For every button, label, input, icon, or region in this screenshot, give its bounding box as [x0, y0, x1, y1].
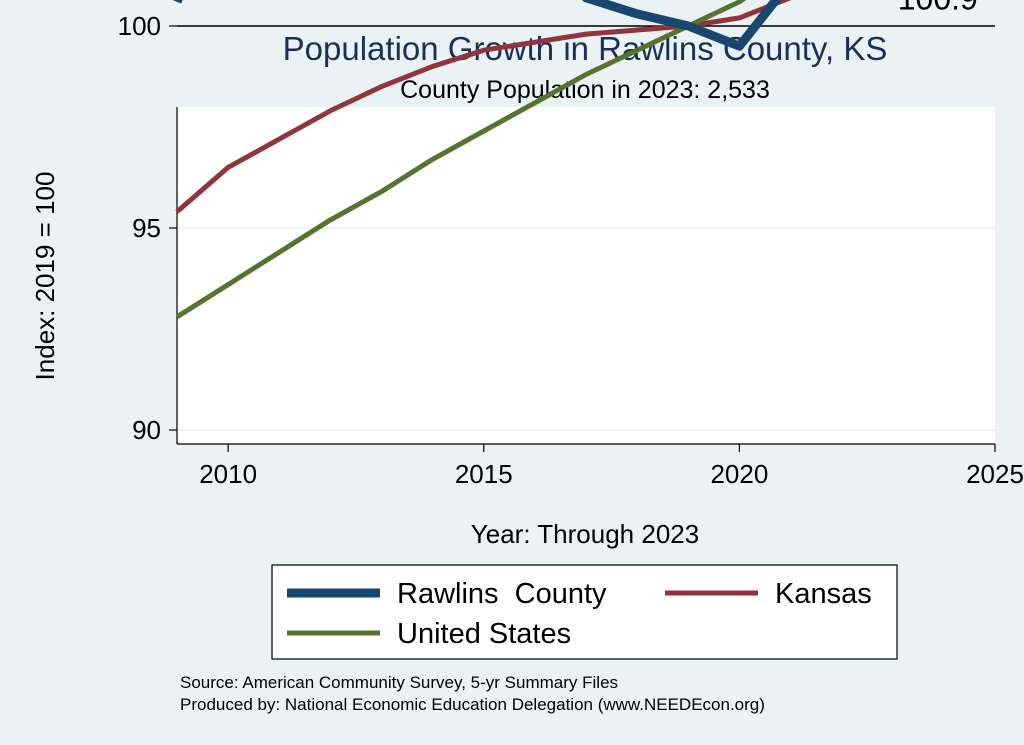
legend: Rawlins County Kansas United States — [287, 578, 872, 650]
x-tick-label-2025: 2025 — [966, 459, 1024, 489]
footer-source: Source: American Community Survey, 5-yr … — [180, 673, 618, 692]
legend-label-united-states: United States — [397, 618, 571, 650]
legend-box — [271, 564, 898, 660]
x-axis-title: Year: Through 2023 — [471, 519, 699, 549]
footer-producer: Produced by: National Economic Education… — [180, 695, 765, 714]
legend-label-rawlins-county: Rawlins County — [397, 578, 607, 610]
x-tick-label-2015: 2015 — [455, 459, 513, 489]
y-tick-label-90: 90 — [132, 415, 161, 445]
y-tick-label-100: 100 — [118, 11, 161, 41]
chart-subtitle: County Population in 2023: 2,533 — [400, 76, 770, 104]
end-label-kansas: 100.9 — [898, 0, 978, 17]
y-tick-label-95: 95 — [132, 213, 161, 243]
series-line-rawlins-county — [172, 0, 782, 51]
series-line-united-states — [175, 0, 747, 320]
y-axis-title: Index: 2019 = 100 — [30, 172, 60, 381]
legend-label-kansas: Kansas — [775, 578, 872, 610]
series-group — [172, 0, 794, 320]
x-tick-label-2020: 2020 — [710, 459, 768, 489]
plot-area — [177, 107, 995, 444]
end-labels: 101.2100.9102.4 — [898, 0, 978, 17]
x-tick-label-2010: 2010 — [199, 459, 257, 489]
axes: 90951001052010201520202025 — [118, 11, 1024, 489]
